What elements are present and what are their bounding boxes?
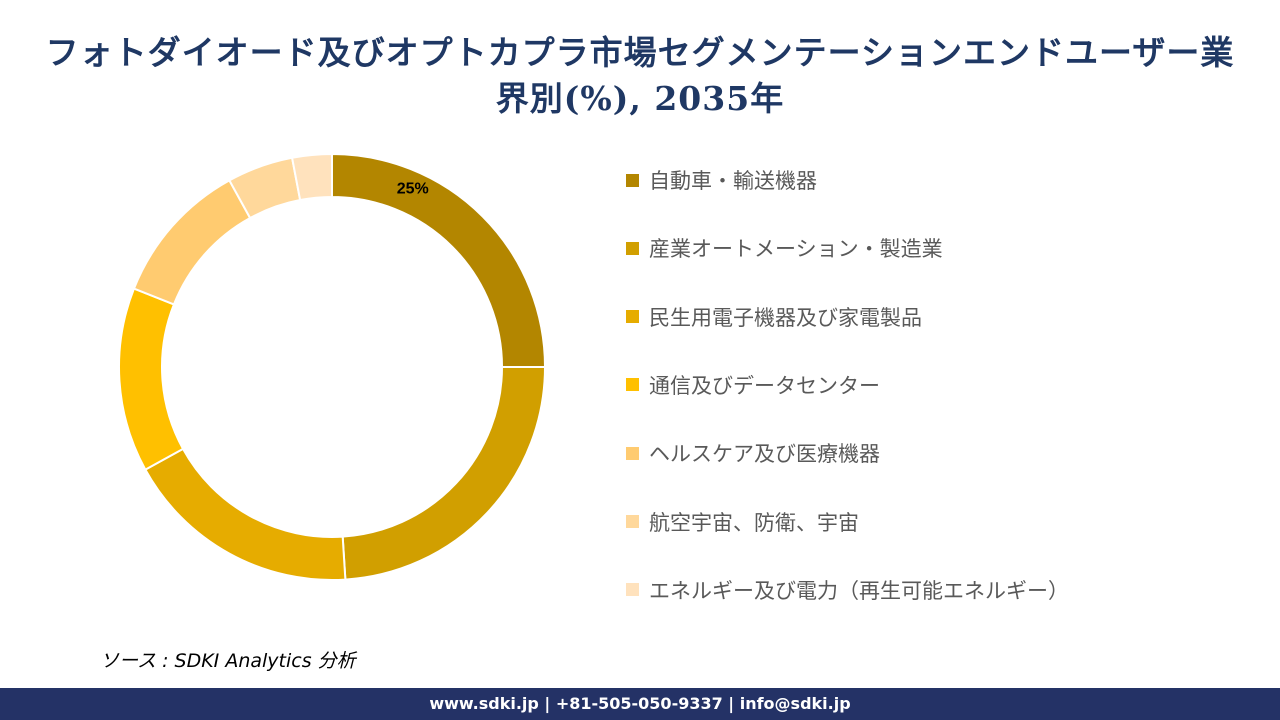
legend-swatch (626, 446, 639, 460)
legend-item: 自動車・輸送機器 (626, 165, 817, 195)
donut-segment (290, 152, 333, 202)
legend-item: 通信及びデータセンター (626, 370, 880, 400)
legend-swatch (626, 378, 639, 392)
legend-swatch (626, 310, 639, 324)
legend-swatch (626, 241, 639, 255)
legend-label: 自動車・輸送機器 (649, 169, 817, 193)
legend-label: エネルギー及び電力（再生可能エネルギー） (649, 578, 1069, 603)
legend-swatch (626, 583, 639, 597)
donut-segment (132, 178, 252, 306)
donut-segment (341, 366, 547, 581)
legend-label: 航空宇宙、防衛、宇宙 (649, 510, 859, 535)
legend-item: 民生用電子機器及び家電製品 (626, 302, 922, 332)
footer-contact: www.sdki.jp | +81-505-050-9337 | info@sd… (0, 688, 1280, 720)
legend-item: エネルギー及び電力（再生可能エネルギー） (626, 575, 1069, 605)
source-note: ソース : SDKI Analytics 分析 (100, 650, 356, 672)
legend-label: 民生用電子機器及び家電製品 (649, 305, 922, 330)
legend-item: ヘルスケア及び医療機器 (626, 438, 880, 468)
legend-label: 産業オートメーション・製造業 (649, 237, 943, 262)
chart-title: フォトダイオード及びオプトカプラ市場セグメンテーションエンドユーザー業界別(%)… (45, 33, 1235, 118)
legend-swatch (626, 173, 639, 187)
legend-swatch (626, 515, 639, 528)
donut-segment (331, 152, 547, 368)
donut-segment (143, 447, 347, 581)
legend-label: ヘルスケア及び医療機器 (649, 442, 880, 467)
data-label: 25% (397, 180, 429, 197)
legend-label: 通信及びデータセンター (649, 373, 880, 398)
legend-item: 産業オートメーション・製造業 (626, 233, 943, 263)
donut-segment (118, 287, 185, 471)
legend-item: 航空宇宙、防衛、宇宙 (626, 507, 859, 537)
